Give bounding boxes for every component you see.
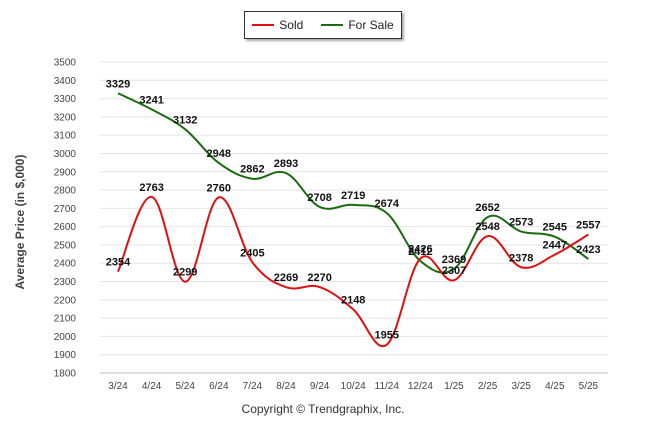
data-label-for-sale: 2719: [341, 190, 365, 202]
data-label-for-sale: 2423: [576, 244, 600, 256]
y-tick-label: 3500: [54, 58, 77, 69]
data-label-sold: 1955: [375, 330, 399, 342]
x-tick-label: 4/25: [545, 381, 565, 392]
legend: Sold For Sale: [244, 11, 402, 39]
data-label-for-sale: 2862: [240, 164, 264, 176]
y-tick-label: 2700: [54, 204, 77, 215]
data-labels: 2354 2763 2299 2760 2405 2269 2270 2148 1955 2426…: [106, 78, 601, 341]
data-label-for-sale: 2412: [408, 246, 432, 258]
data-label-sold: 2405: [240, 247, 264, 259]
x-tick-label: 5/25: [579, 381, 599, 392]
x-tick-label: 4/24: [142, 381, 162, 392]
y-tick-label: 3300: [54, 94, 77, 105]
y-tick-label: 2300: [54, 277, 77, 288]
data-label-sold: 2548: [475, 221, 499, 233]
copyright-footer: Copyright © Trendgraphix, Inc.: [241, 402, 405, 416]
y-tick-labels: 1800 1900 2000 2100 2200 2300 2400 2500 2600 2700…: [54, 58, 77, 380]
y-tick-label: 2000: [54, 332, 77, 343]
data-label-sold: 2299: [173, 267, 197, 279]
data-label-for-sale: 2708: [307, 192, 331, 204]
legend-item-sold[interactable]: Sold: [252, 18, 303, 32]
data-label-for-sale: 2573: [509, 217, 533, 229]
y-tick-label: 3100: [54, 131, 77, 142]
x-tick-label: 11/24: [375, 381, 400, 392]
x-tick-label: 7/24: [243, 381, 263, 392]
data-label-for-sale: 3241: [139, 94, 163, 106]
y-tick-label: 3200: [54, 112, 77, 123]
y-tick-label: 2100: [54, 314, 77, 325]
data-label-sold: 2426: [408, 243, 432, 255]
data-label-sold: 2760: [207, 182, 231, 194]
y-tick-label: 3400: [54, 76, 77, 87]
x-tick-label: 3/25: [511, 381, 531, 392]
legend-swatch-for-sale: [321, 24, 344, 26]
y-tick-label: 2500: [54, 240, 77, 251]
legend-label-for-sale: For Sale: [348, 18, 394, 32]
y-tick-label: 2400: [54, 259, 77, 270]
data-label-for-sale: 2369: [442, 254, 466, 266]
y-tick-label: 1800: [54, 369, 77, 380]
y-tick-label: 2600: [54, 222, 77, 233]
data-label-for-sale: 2545: [543, 222, 567, 234]
data-label-for-sale: 3329: [106, 78, 130, 90]
data-label-sold: 2557: [576, 220, 600, 232]
series-line-for-sale: [117, 92, 589, 274]
series-line-sold: [117, 195, 589, 348]
data-label-sold: 2307: [442, 265, 466, 277]
x-tick-label: 1/25: [444, 381, 464, 392]
data-label-sold: 2378: [509, 252, 533, 264]
y-tick-label: 2800: [54, 186, 77, 197]
y-tick-label: 3000: [54, 149, 77, 160]
x-tick-label: 3/24: [108, 381, 128, 392]
data-label-sold: 2763: [139, 182, 163, 194]
x-tick-label: 6/24: [209, 381, 229, 392]
legend-label-sold: Sold: [279, 18, 304, 32]
data-label-sold: 2447: [543, 240, 567, 252]
data-label-for-sale: 2674: [375, 198, 400, 210]
data-label-sold: 2354: [106, 257, 131, 269]
y-tick-label: 1900: [54, 350, 77, 361]
series-lines: [117, 92, 589, 348]
legend-swatch-sold: [252, 24, 275, 26]
x-tick-label: 12/24: [408, 381, 433, 392]
data-label-sold: 2269: [274, 272, 298, 284]
data-label-for-sale: 3132: [173, 114, 197, 126]
x-tick-labels: 3/24 4/24 5/24 6/24 7/24 8/24 9/24 10/24 11/24 12…: [108, 381, 598, 392]
y-tick-label: 2200: [54, 295, 77, 306]
y-tick-label: 2900: [54, 167, 77, 178]
legend-item-for-sale[interactable]: For Sale: [321, 18, 394, 32]
x-tick-label: 10/24: [341, 381, 366, 392]
data-label-for-sale: 2948: [207, 148, 231, 160]
x-tick-label: 9/24: [310, 381, 330, 392]
data-label-sold: 2148: [341, 294, 365, 306]
data-label-for-sale: 2652: [475, 202, 499, 214]
x-tick-label: 8/24: [276, 381, 296, 392]
data-label-for-sale: 2893: [274, 158, 298, 170]
data-label-sold: 2270: [307, 272, 331, 284]
x-tick-label: 5/24: [175, 381, 195, 392]
y-axis-label: Average Price (in $,000): [13, 154, 27, 290]
x-tick-label: 2/25: [478, 381, 498, 392]
